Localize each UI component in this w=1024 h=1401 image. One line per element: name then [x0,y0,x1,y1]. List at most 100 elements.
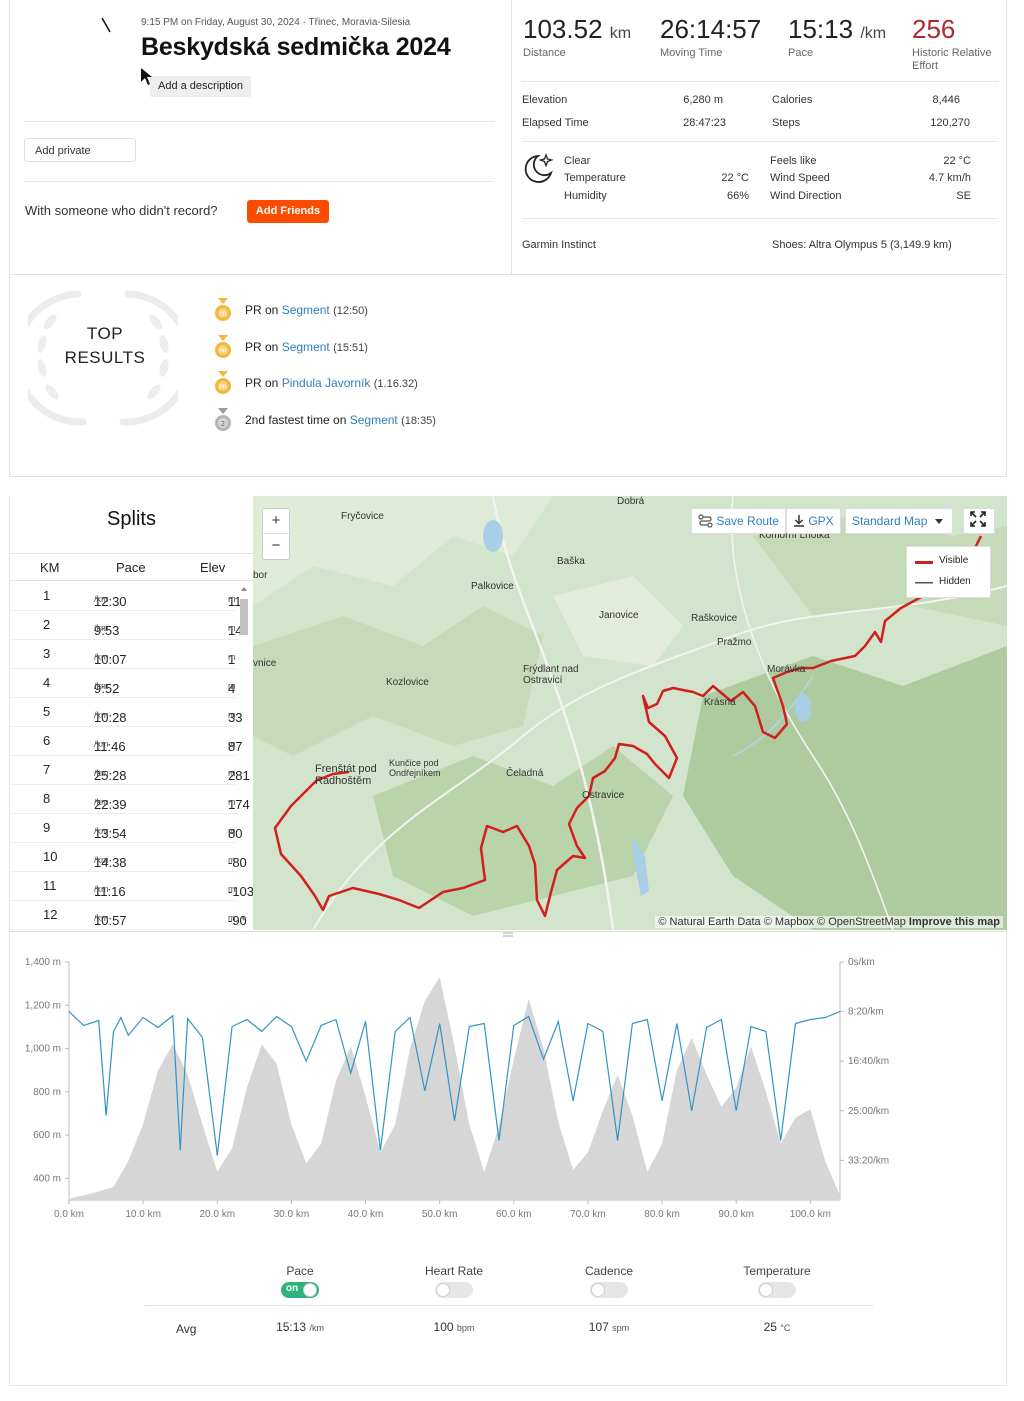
x-tick-label: 70.0 km [570,1209,606,1220]
zoom-in-button[interactable]: + [263,509,289,534]
resize-handle-icon[interactable] [503,932,513,938]
split-pace-unit: /km [94,681,109,691]
map-place-label: Pražmo [717,637,752,648]
map-type-select[interactable]: Standard Map [845,508,953,534]
metric-label: Cadence [584,1264,634,1278]
zoom-out-button[interactable]: − [271,537,281,554]
split-elev-value: 11 [228,594,242,609]
achievement-time: (15:51) [333,342,368,354]
calories-value: 8,446 [932,94,960,106]
split-pace-unit: /km [94,913,109,923]
achievement-prefix: 2nd fastest time on [245,413,350,427]
split-elev-unit: m [228,594,236,604]
split-row[interactable]: 2 9:53 /km 14 m [10,611,242,640]
add-friends-button[interactable]: Add Friends [247,200,329,223]
split-row[interactable]: 5 10:28 /km 33 m [10,698,242,727]
segment-link[interactable]: Segment [349,413,398,427]
split-row[interactable]: 10 14:38 /km -80 m [10,843,247,872]
fullscreen-button[interactable] [963,508,995,534]
split-elev-value: -103 [228,884,255,899]
split-row[interactable]: 4 9:52 /km 4 m [10,669,238,698]
top-results-title: TOP RESULTS [50,322,160,370]
moving-time-label: Moving Time [660,47,723,59]
save-route-button[interactable]: Save Route [691,508,787,534]
split-pace-unit: /km [94,768,109,778]
y-tick-label: 800 m [33,1087,61,1098]
calories-label: Calories [772,94,813,106]
toggle-on-text: on [286,1283,299,1294]
metric-avg-value: 107 [588,1320,609,1334]
relative-effort-value[interactable]: 256 [912,14,956,44]
silver-medal-icon: 2 [215,408,231,431]
add-private-notes-button[interactable]: Add private [24,138,136,162]
metric-toggle[interactable]: on [281,1282,319,1298]
map-place-label: Komorní Lhotka [759,530,830,541]
pace-label: Pace [788,47,814,59]
split-elev-unit: m [228,826,236,836]
map-place-label: Kunčice pod Ondřejníkem [389,758,441,778]
split-row[interactable]: 3 10:07 /km 1 m [10,640,238,669]
metric-toggle[interactable] [435,1282,473,1298]
wind-speed-value: 4.7 km/h [928,172,971,184]
split-pace-unit: /km [94,710,109,720]
split-elev-value: 1 [228,652,236,667]
split-row[interactable]: 6 11:46 /km 87 m [10,727,242,756]
steps-value: 120,270 [930,117,970,129]
relative-effort-label: Historic Relative Effort [912,47,992,72]
split-km: 6 [43,733,51,748]
shoes-info[interactable]: Shoes: Altra Olympus 5 (3,149.9 km) [772,239,952,251]
split-row[interactable]: 1 12:30 /km 11 m [10,582,242,611]
metric-toggle[interactable] [590,1282,628,1298]
add-description-button[interactable]: Add a description [150,76,251,97]
map-attribution[interactable]: © Natural Earth Data © Mapbox © OpenStre… [655,916,1003,928]
elevation-label: Elevation [522,94,568,106]
map-place-label: Frýdlant nad Ostravicí [523,664,579,686]
y2-tick-label: 8:20/km [848,1007,884,1018]
wind-direction-label: Wind Direction [770,190,842,202]
temperature-value: 22 °C [721,172,749,184]
split-km: 4 [43,675,51,690]
metric-label: Heart Rate [424,1264,484,1278]
split-km: 10 [43,849,58,864]
y2-tick-label: 16:40/km [848,1056,889,1067]
elevation-pace-chart[interactable]: 1,400 m 1,200 m 1,000 m 800 m 600 m 400 m 0s/k… [10,932,1006,1232]
map-place-label: Ostravice [582,790,625,801]
segment-link[interactable]: Pindula Javorník [281,376,371,390]
wind-direction-value: SE [956,190,971,202]
route-map[interactable]: Dobrá Fryčovice Komorní Lhotka Baška Pal… [253,496,1007,930]
split-row[interactable]: 8 22:39 /km 174 m [10,785,250,814]
metric-average: 100 bpm [399,1320,509,1334]
pace-unit: /km [860,25,887,42]
segment-link[interactable]: Segment [281,340,330,354]
metric-average: 107 spm [554,1320,664,1334]
x-tick-label: 50.0 km [422,1209,458,1220]
x-tick-label: 0.0 km [54,1209,84,1220]
split-elev-unit: m [228,913,236,923]
visible-swatch [915,561,933,564]
map-place-label: bor [253,570,268,581]
metric-average: 15:13 /km [245,1320,355,1334]
toggle-knob [436,1283,450,1297]
y-tick-label: 1,400 m [25,957,61,968]
map-place-label: Fryčovice [341,511,384,522]
chevron-down-icon [934,519,943,524]
gpx-download-button[interactable]: GPX [786,508,841,534]
split-elev-value: 33 [228,710,243,725]
splits-scrollbar[interactable] [238,584,250,924]
map-place-label: Čeladná [506,768,544,779]
segment-link[interactable]: Segment [281,303,330,317]
feels-like-value: 22 °C [943,155,971,167]
split-row[interactable]: 7 25:28 /km 281 m [10,756,250,785]
toggle-knob [759,1283,773,1297]
split-row[interactable]: 11 11:16 /km -103 m [10,872,254,901]
activity-title[interactable]: Beskydská sedmička 2024 [141,33,451,61]
improve-map-link[interactable]: Improve this map [908,916,1000,928]
map-place-label: Baška [557,556,585,567]
split-row[interactable]: 12 10:57 /km -90 m [10,901,247,930]
split-elev-value: 80 [228,826,243,841]
split-row[interactable]: 9 13:54 /km 80 m [10,814,242,843]
split-pace-value: 9:52 [94,681,120,696]
divider [522,218,998,219]
metric-toggle[interactable] [758,1282,796,1298]
split-pace-value: 10:28 [94,710,127,725]
